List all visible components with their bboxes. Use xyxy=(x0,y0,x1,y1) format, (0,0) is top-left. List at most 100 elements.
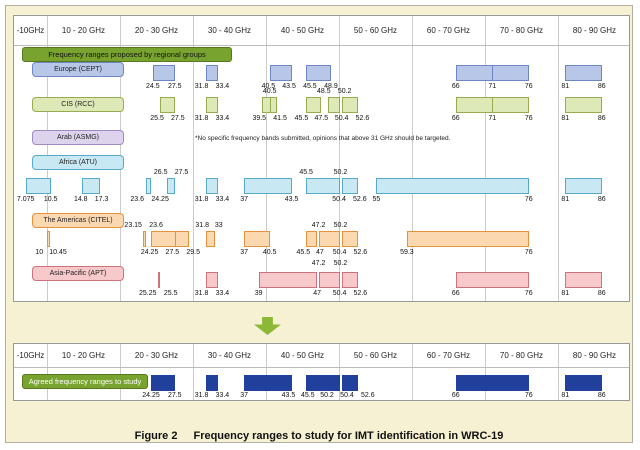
axis-header-divider xyxy=(14,45,629,46)
tick-label: 45.5 xyxy=(294,115,309,122)
tick-label: 52.6 xyxy=(355,115,370,122)
tick-label: 81 xyxy=(561,83,570,90)
tick-label: 52.6 xyxy=(353,290,368,297)
group-label-asia-pacific-apt-: Asia-Pacific (APT) xyxy=(32,266,124,281)
proposed-ranges-badge: Frequency ranges proposed by regional gr… xyxy=(22,47,232,62)
tick-label: 45.5 xyxy=(301,392,315,399)
grid-column-line xyxy=(412,344,413,400)
grid-column-line xyxy=(412,16,413,301)
tick-label: 39 xyxy=(254,290,263,297)
tick-label: 31.8 xyxy=(194,83,209,90)
axis-column-label: 40 - 50 GHz xyxy=(280,26,325,35)
tick-label: 66 xyxy=(451,290,460,297)
tick-label: 27.5 xyxy=(165,249,180,256)
arab-note: *No specific frequency bands submitted, … xyxy=(195,135,451,142)
axis-column-label: 10 - 20 GHz xyxy=(61,26,106,35)
axis-column-label: 20 - 30 GHz xyxy=(134,351,179,360)
tick-label: 52.6 xyxy=(353,196,367,203)
frequency-band-bar xyxy=(306,375,341,391)
tick-label: 23.6 xyxy=(149,222,163,229)
axis-column-label: 60 - 70 GHz xyxy=(426,351,471,360)
tick-label: 31.8 xyxy=(194,290,209,297)
tick-label: 24.25 xyxy=(142,392,160,399)
tick-label: 50.4 xyxy=(334,115,349,122)
tick-label: 33.4 xyxy=(215,115,230,122)
frequency-band-bar xyxy=(258,272,318,288)
frequency-band-bar xyxy=(142,231,147,247)
frequency-band-bar xyxy=(269,65,292,81)
frequency-band-bar xyxy=(318,272,341,288)
tick-label: 23.6 xyxy=(130,196,144,203)
tick-label: 45.5 xyxy=(296,249,311,256)
tick-label: 33.4 xyxy=(215,290,230,297)
tick-label: 45.5 xyxy=(303,83,317,90)
tick-label: 50.4 xyxy=(340,392,354,399)
frequency-band-bar xyxy=(318,231,341,247)
tick-label: 24.25 xyxy=(151,196,169,203)
group-label-the-americas-citel-: The Americas (CITEL) xyxy=(32,213,124,228)
frequency-band-bar xyxy=(206,97,218,113)
axis-column-label: 50 - 60 GHz xyxy=(353,351,398,360)
tick-label: 10 xyxy=(35,249,44,256)
tick-label: 31.8 xyxy=(194,115,209,122)
figure-panel: Frequency ranges proposed by regional gr… xyxy=(5,5,633,443)
tick-label: 7.075 xyxy=(16,196,35,203)
band-divider-line xyxy=(492,97,494,113)
frequency-band-bar xyxy=(82,178,101,194)
frequency-band-bar xyxy=(455,375,529,391)
tick-label: 71 xyxy=(488,115,497,122)
frequency-band-bar xyxy=(158,272,161,288)
frequency-band-bar xyxy=(328,97,341,113)
frequency-band-bar xyxy=(206,231,215,247)
tick-label: 25.5 xyxy=(163,290,178,297)
tick-label: 50.2 xyxy=(333,260,348,267)
tick-label: 33.4 xyxy=(215,392,230,399)
grid-column-line xyxy=(558,16,559,301)
axis-column-label: 30 - 40 GHz xyxy=(207,351,252,360)
tick-label: 50.2 xyxy=(333,222,348,229)
frequency-band-bar xyxy=(306,65,331,81)
grid-column-line xyxy=(339,344,340,400)
tick-label: 23.15 xyxy=(124,222,142,229)
tick-label: 47 xyxy=(316,249,324,256)
grid-column-line xyxy=(485,344,486,400)
axis-column-label: 80 - 90 GHz xyxy=(572,351,617,360)
figure-caption-text: Frequency ranges to study for IMT identi… xyxy=(193,430,504,442)
frequency-band-bar xyxy=(25,178,51,194)
tick-label: 66 xyxy=(451,83,460,90)
grid-column-line xyxy=(266,16,267,301)
grid-column-line xyxy=(193,344,194,400)
tick-label: 48.9 xyxy=(324,83,338,90)
tick-label: 26.5 xyxy=(153,169,168,176)
frequency-band-bar xyxy=(47,231,51,247)
tick-label: 40.5 xyxy=(262,88,277,95)
tick-label: 50.2 xyxy=(337,88,352,95)
grid-column-line xyxy=(485,16,486,301)
frequency-band-bar xyxy=(341,178,358,194)
tick-label: 33 xyxy=(214,222,223,229)
tick-label: 76 xyxy=(524,83,533,90)
agreed-ranges-table: Agreed frequency ranges to study -10GHz 1… xyxy=(13,343,630,401)
axis-column-label: 20 - 30 GHz xyxy=(134,26,179,35)
tick-label: 27.5 xyxy=(171,115,185,122)
tick-label: 52.6 xyxy=(353,249,368,256)
axis-column-label: 70 - 80 GHz xyxy=(499,351,544,360)
tick-label: 50.4 xyxy=(332,290,347,297)
frequency-band-bar xyxy=(152,65,175,81)
group-label-europe-cept-: Europe (CEPT) xyxy=(32,62,124,77)
frequency-band-bar xyxy=(341,231,358,247)
axis-column-label: 60 - 70 GHz xyxy=(426,26,471,35)
frequency-band-bar xyxy=(565,97,602,113)
grid-column-line xyxy=(120,344,121,400)
axis-column-label: -10GHz xyxy=(16,26,45,35)
tick-label: 76 xyxy=(524,249,533,256)
tick-label: 86 xyxy=(597,392,606,399)
frequency-band-bar xyxy=(206,272,218,288)
axis-column-label: 10 - 20 GHz xyxy=(61,351,106,360)
tick-label: 50.2 xyxy=(320,392,334,399)
tick-label: 76 xyxy=(524,115,533,122)
tick-label: 27.5 xyxy=(174,169,189,176)
tick-label: 50.4 xyxy=(332,249,347,256)
grid-column-line xyxy=(47,344,48,400)
tick-label: 41.5 xyxy=(273,115,287,122)
